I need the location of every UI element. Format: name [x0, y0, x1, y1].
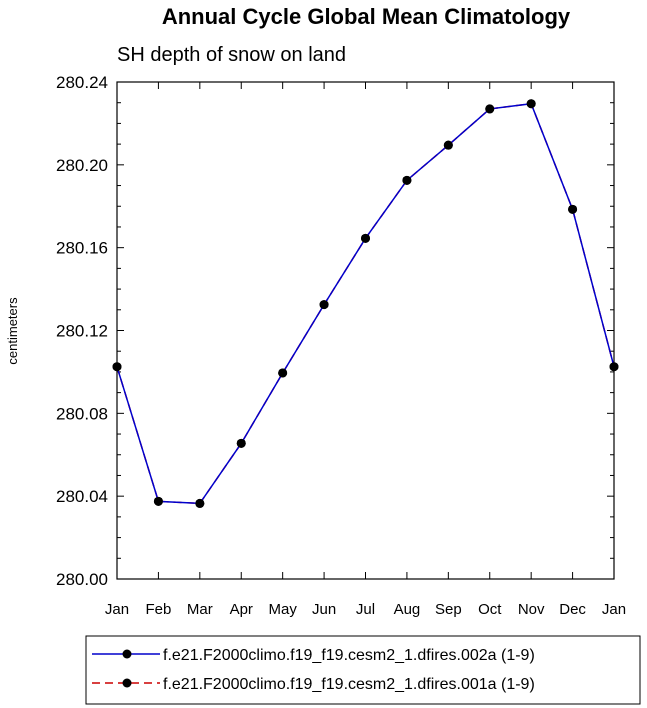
data-point	[568, 204, 578, 214]
y-tick-label: 280.12	[56, 322, 108, 341]
x-tick-label: Mar	[187, 601, 213, 618]
y-tick-label: 280.00	[56, 570, 108, 589]
y-tick-label: 280.04	[56, 487, 108, 506]
x-tick-label: Feb	[145, 601, 171, 618]
data-point	[236, 438, 246, 448]
data-point	[112, 362, 122, 372]
y-tick-label: 280.20	[56, 156, 108, 175]
data-point	[526, 99, 536, 109]
data-point	[361, 233, 370, 243]
y-axis-label: centimeters	[5, 297, 20, 365]
data-point	[485, 104, 495, 114]
x-tick-label: Jan	[105, 601, 129, 618]
data-point	[195, 498, 205, 508]
x-tick-label: Jul	[356, 601, 375, 618]
y-tick-label: 280.08	[56, 404, 108, 423]
legend-marker	[122, 649, 132, 659]
data-point	[153, 496, 163, 506]
x-tick-label: Aug	[394, 601, 421, 618]
legend: f.e21.F2000climo.f19_f19.cesm2_1.dfires.…	[92, 647, 535, 693]
x-tick-label: Oct	[478, 601, 502, 618]
x-tick-label: Jan	[602, 601, 626, 618]
chart-subtitle: SH depth of snow on land	[117, 44, 346, 66]
x-tick-label: Dec	[559, 601, 586, 618]
data-point	[443, 140, 453, 150]
y-tick-labels: 280.00 280.04 280.08 280.12 280.16 280.20 280.…	[56, 73, 108, 589]
data-point	[319, 300, 329, 310]
x-tick-label: Apr	[230, 601, 253, 618]
chart-title: Annual Cycle Global Mean Climatology	[162, 4, 571, 29]
legend-box	[85, 635, 641, 705]
series-line-2	[116, 102, 615, 505]
series-line-1	[116, 102, 615, 505]
x-tick-labels: Jan Feb Mar Apr May Jun Jul Aug Sep Oct Nov Dec Jan	[105, 601, 626, 618]
x-tick-label: Nov	[518, 601, 545, 618]
x-tick-label: Sep	[435, 601, 462, 618]
data-point	[609, 362, 619, 372]
y-tick-label: 280.24	[56, 73, 108, 92]
legend-label: f.e21.F2000climo.f19_f19.cesm2_1.dfires.…	[163, 647, 535, 664]
data-point	[278, 368, 288, 378]
y-tick-label: 280.16	[56, 239, 108, 258]
x-tick-label: May	[268, 601, 297, 618]
axis-ticks	[116, 81, 615, 580]
legend-label: f.e21.F2000climo.f19_f19.cesm2_1.dfires.…	[163, 676, 535, 693]
series-layer	[112, 99, 619, 508]
plot-area-frame	[116, 81, 615, 580]
data-point	[402, 175, 412, 185]
x-tick-label: Jun	[312, 601, 336, 618]
legend-marker	[122, 678, 132, 688]
